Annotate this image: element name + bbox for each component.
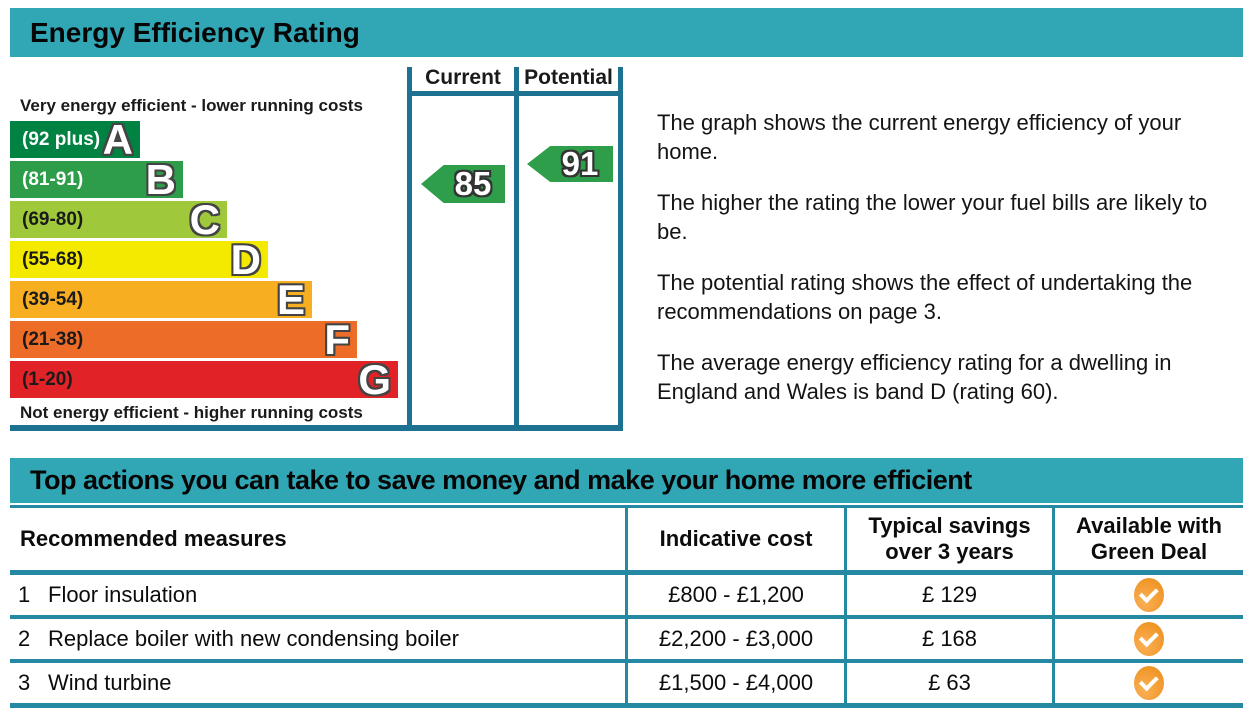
- check-mark: [1138, 582, 1159, 603]
- column-divider: [844, 663, 847, 703]
- measure-cell: 3 Wind turbine: [10, 663, 625, 703]
- actions-title: Top actions you can take to save money a…: [30, 465, 972, 495]
- column-divider: [1052, 508, 1055, 570]
- band-range-label: (55-68): [22, 248, 84, 270]
- measure-cell: 1 Floor insulation: [10, 575, 625, 615]
- measure-name: Floor insulation: [48, 582, 198, 607]
- table-row-separator: [10, 615, 1243, 619]
- potential-rating-value: 91: [561, 145, 599, 182]
- description-paragraph-4: The average energy efficiency rating for…: [657, 350, 1172, 405]
- table-row-separator: [10, 659, 1243, 663]
- table-row: 1 Floor insulation £800 - £1,200 £ 129: [10, 575, 1243, 615]
- measure-number: 3: [18, 670, 31, 695]
- indicative-cost-cell: £2,200 - £3,000: [658, 626, 814, 651]
- band-letter: E: [276, 276, 305, 323]
- band-row-d: (55-68) D: [10, 236, 268, 283]
- green-deal-cell: [1055, 575, 1243, 615]
- column-divider: [1052, 619, 1055, 659]
- measure-number: 2: [18, 626, 31, 651]
- column-divider: [1052, 575, 1055, 615]
- band-letter: B: [145, 156, 176, 203]
- current-rating-value: 85: [454, 165, 492, 202]
- check-mark: [1138, 670, 1159, 691]
- chart-column-border-right: [618, 67, 623, 431]
- chart-description: The graph shows the current energy effic…: [657, 108, 1243, 428]
- band-row-e: (39-54) E: [10, 276, 312, 323]
- chart-column-border-middle: [514, 67, 519, 431]
- indicative-cost-cell: £1,500 - £4,000: [658, 670, 814, 695]
- band-letter: C: [189, 196, 220, 243]
- chart-column-header-underline: [407, 91, 623, 96]
- column-divider: [625, 663, 628, 703]
- band-range-label: (1-20): [22, 368, 73, 390]
- table-top-border: [10, 505, 1243, 508]
- band-range-label: (21-38): [22, 328, 84, 350]
- band-range-label: (81-91): [22, 168, 84, 190]
- column-divider: [844, 575, 847, 615]
- band-letter: F: [324, 316, 350, 363]
- band-row-b: (81-91) B: [10, 156, 183, 203]
- measure-cell: 2 Replace boiler with new condensing boil…: [10, 619, 625, 659]
- table-header-cell: Typical savings over 3 years: [868, 513, 1031, 564]
- table-header-cell: Indicative cost: [659, 526, 813, 552]
- chart-bottom-border: [10, 425, 623, 431]
- recommendations-table: Recommended measures Indicative cost Typic…: [10, 505, 1243, 708]
- table-header-cell: Available with Green Deal: [1076, 513, 1222, 564]
- band-letter: G: [358, 356, 391, 403]
- current-column-header: Current: [425, 66, 501, 89]
- chart-caption-bottom: Not energy efficient - higher running co…: [20, 403, 363, 422]
- column-divider: [625, 619, 628, 659]
- actions-title-bar: Top actions you can take to save money a…: [10, 458, 1243, 503]
- table-row: 3 Wind turbine £1,500 - £4,000 £ 63: [10, 663, 1243, 703]
- column-divider: [625, 508, 628, 570]
- green-deal-check-icon: [1134, 578, 1164, 612]
- description-paragraph-2: The higher the rating the lower your fue…: [657, 190, 1208, 245]
- band-row-a: (92 plus) A: [10, 116, 140, 163]
- chart-caption-top: Very energy efficient - lower running co…: [20, 96, 363, 115]
- epc-band-chart: (92 plus) A (81-91) B (69-80) C (55-68) D (39-54…: [10, 116, 398, 403]
- indicative-cost-cell: £800 - £1,200: [668, 582, 804, 607]
- description-paragraph-3: The potential rating shows the effect of…: [657, 270, 1193, 325]
- band-letter: A: [102, 116, 133, 163]
- band-row-g: (1-20) G: [10, 356, 398, 403]
- green-deal-cell: [1055, 663, 1243, 703]
- typical-savings-cell: £ 168: [921, 626, 978, 651]
- band-row-c: (69-80) C: [10, 196, 227, 243]
- check-mark: [1138, 626, 1159, 647]
- green-deal-check-icon: [1134, 622, 1164, 656]
- typical-savings-cell: £ 129: [921, 582, 978, 607]
- table-bottom-border: [10, 703, 1243, 708]
- table-header-cell: Recommended measures: [20, 526, 287, 552]
- chart-column-border-left: [407, 67, 412, 431]
- current-rating-arrow: 85: [421, 165, 505, 203]
- measure-name: Replace boiler with new condensing boile…: [48, 626, 459, 651]
- band-letter: D: [230, 236, 261, 283]
- description-paragraph-1: The graph shows the current energy effic…: [657, 110, 1182, 165]
- potential-rating-arrow: 91: [527, 146, 613, 182]
- column-divider: [625, 575, 628, 615]
- green-deal-check-icon: [1134, 666, 1164, 700]
- measure-name: Wind turbine: [48, 670, 172, 695]
- band-range-label: (39-54): [22, 288, 84, 310]
- column-divider: [1052, 663, 1055, 703]
- band-row-f: (21-38) F: [10, 316, 357, 363]
- table-header-separator: [10, 570, 1243, 575]
- column-divider: [844, 619, 847, 659]
- band-range-label: (92 plus): [22, 128, 101, 150]
- band-range-label: (69-80): [22, 208, 84, 230]
- column-divider: [844, 508, 847, 570]
- table-row: 2 Replace boiler with new condensing boil…: [10, 619, 1243, 659]
- green-deal-cell: [1055, 619, 1243, 659]
- table-header-row: Recommended measures Indicative cost Typic…: [10, 508, 1243, 570]
- page-title: Energy Efficiency Rating: [30, 16, 360, 48]
- title-bar: Energy Efficiency Rating: [10, 8, 1243, 57]
- typical-savings-cell: £ 63: [928, 670, 971, 695]
- measure-number: 1: [18, 582, 31, 607]
- potential-column-header: Potential: [524, 66, 613, 89]
